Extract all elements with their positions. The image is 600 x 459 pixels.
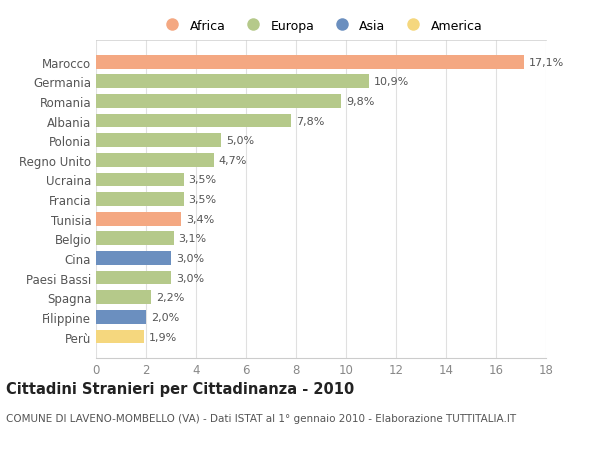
Text: COMUNE DI LAVENO-MOMBELLO (VA) - Dati ISTAT al 1° gennaio 2010 - Elaborazione TU: COMUNE DI LAVENO-MOMBELLO (VA) - Dati IS… xyxy=(6,413,516,423)
Text: 3,1%: 3,1% xyxy=(179,234,206,244)
Bar xyxy=(96,114,291,128)
Text: 1,9%: 1,9% xyxy=(149,332,177,342)
Text: 9,8%: 9,8% xyxy=(346,97,374,107)
Text: 3,4%: 3,4% xyxy=(186,214,214,224)
Bar xyxy=(96,134,221,148)
Bar xyxy=(96,154,214,168)
Text: Cittadini Stranieri per Cittadinanza - 2010: Cittadini Stranieri per Cittadinanza - 2… xyxy=(6,381,354,396)
Bar xyxy=(96,56,523,69)
Bar xyxy=(96,173,184,187)
Text: 10,9%: 10,9% xyxy=(373,77,409,87)
Text: 3,0%: 3,0% xyxy=(176,273,204,283)
Text: 2,2%: 2,2% xyxy=(156,292,184,302)
Bar xyxy=(96,193,184,207)
Bar xyxy=(96,271,171,285)
Text: 3,0%: 3,0% xyxy=(176,253,204,263)
Bar xyxy=(96,232,173,246)
Text: 3,5%: 3,5% xyxy=(188,175,217,185)
Text: 17,1%: 17,1% xyxy=(529,57,564,67)
Bar xyxy=(96,291,151,304)
Legend: Africa, Europa, Asia, America: Africa, Europa, Asia, America xyxy=(156,16,486,36)
Text: 3,5%: 3,5% xyxy=(188,195,217,205)
Bar xyxy=(96,95,341,109)
Text: 7,8%: 7,8% xyxy=(296,116,325,126)
Text: 5,0%: 5,0% xyxy=(226,136,254,146)
Bar xyxy=(96,330,143,344)
Bar xyxy=(96,75,368,89)
Bar xyxy=(96,252,171,265)
Text: 2,0%: 2,0% xyxy=(151,312,179,322)
Bar xyxy=(96,213,181,226)
Text: 4,7%: 4,7% xyxy=(218,156,247,166)
Bar xyxy=(96,310,146,324)
